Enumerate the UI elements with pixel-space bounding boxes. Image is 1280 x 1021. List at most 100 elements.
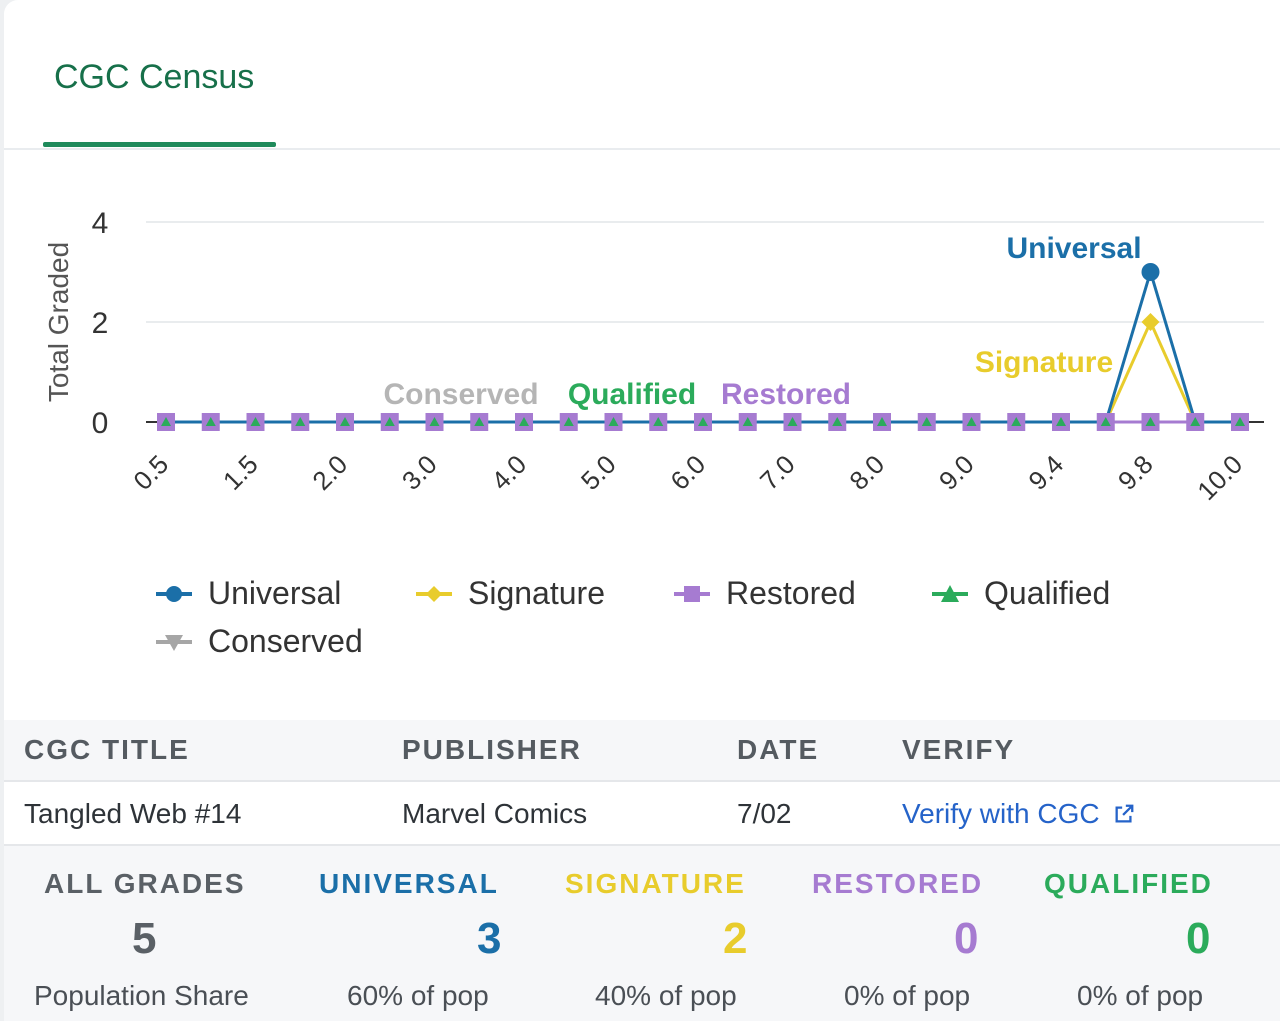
stat-sub-restored: 0% of pop (844, 980, 971, 1011)
signature-marker-icon (416, 585, 452, 602)
point-qualified (1100, 417, 1111, 426)
point-qualified (653, 417, 664, 426)
annotation-universal: Universal (1006, 232, 1141, 265)
verify-link-label: Verify with CGC (902, 798, 1100, 829)
x-tick-label: 4.0 (485, 449, 532, 496)
table-header: CGC TITLE PUBLISHER DATE VERIFY (4, 720, 1280, 782)
point-qualified (1011, 417, 1022, 426)
header-cgc-title: CGC TITLE (24, 734, 190, 765)
legend-item-universal[interactable]: Universal (154, 575, 341, 612)
legend-item-restored[interactable]: Restored (672, 575, 856, 612)
stat-value-all-grades: 5 (132, 914, 157, 963)
legend-item-qualified[interactable]: Qualified (930, 575, 1110, 612)
annotation-signature: Signature (975, 346, 1113, 379)
x-tick-label: 8.0 (843, 449, 890, 496)
point-qualified (1056, 417, 1066, 426)
point-qualified (698, 417, 708, 426)
stat-label-restored: RESTORED (812, 868, 984, 899)
header-date: DATE (737, 734, 820, 765)
y-tick-label: 2 (92, 307, 109, 340)
legend-label-qualified: Qualified (984, 575, 1111, 611)
point-qualified (205, 417, 216, 426)
qualified-marker-icon (932, 584, 968, 602)
x-tick-label: 5.0 (575, 449, 622, 496)
legend-label-restored: Restored (726, 575, 856, 611)
point-qualified (1145, 417, 1156, 426)
restored-marker-icon (674, 585, 710, 602)
point-signature (1141, 313, 1160, 331)
stat-sub-all-grades: Population Share (34, 980, 249, 1011)
point-qualified (877, 417, 887, 426)
annotation-conserved: Conserved (383, 378, 538, 411)
legend-label-signature: Signature (468, 575, 605, 611)
legend-label-universal: Universal (208, 575, 342, 611)
census-table: CGC TITLE PUBLISHER DATE VERIFY Tangled … (4, 720, 1280, 846)
point-qualified (742, 417, 753, 426)
stat-label-qualified: QUALIFIED (1044, 868, 1213, 899)
stat-sub-qualified: 0% of pop (1077, 980, 1204, 1011)
stat-sub-universal: 60% of pop (347, 980, 489, 1011)
legend-item-conserved[interactable]: Conserved (154, 623, 363, 660)
universal-marker-dot (166, 585, 182, 602)
conserved-marker-icon (156, 634, 192, 651)
stat-value-qualified: 0 (1186, 914, 1211, 963)
x-tick-label: 2.0 (306, 449, 353, 496)
point-qualified (1190, 417, 1201, 426)
legend-item-signature[interactable]: Signature (414, 575, 605, 612)
y-tick-label: 0 (92, 407, 109, 440)
point-qualified (519, 417, 529, 426)
stat-label-universal: UNIVERSAL (319, 868, 499, 899)
x-tick-label: 1.5 (217, 449, 264, 496)
header-verify: VERIFY (902, 734, 1016, 765)
signature-marker-diamond (426, 585, 442, 602)
annotation-qualified: Qualified (568, 378, 696, 411)
point-qualified (384, 417, 395, 426)
point-qualified (921, 417, 932, 426)
qualified-marker-triangle (941, 584, 959, 602)
cell-title: Tangled Web #14 (24, 798, 242, 829)
x-tick-label: 9.0 (933, 449, 980, 496)
point-qualified (563, 417, 574, 426)
x-tick-label: 7.0 (754, 449, 801, 496)
point-qualified (787, 417, 798, 426)
y-axis-label: Total Graded (43, 242, 74, 402)
point-qualified (340, 417, 350, 426)
point-qualified (966, 417, 977, 426)
point-qualified (474, 417, 485, 426)
x-tick-label: 9.4 (1022, 449, 1069, 496)
stat-value-universal: 3 (477, 914, 502, 963)
external-link-icon (1115, 804, 1134, 823)
y-tick-label: 4 (92, 207, 109, 240)
annotation-restored: Restored (721, 378, 851, 411)
point-qualified (1235, 417, 1245, 426)
stat-sub-signature: 40% of pop (595, 980, 737, 1011)
x-tick-label: 6.0 (664, 449, 711, 496)
stat-value-restored: 0 (954, 914, 979, 963)
grade-stats: ALL GRADES 5 Population Share UNIVERSAL … (4, 846, 1280, 1021)
restored-marker-square (684, 585, 700, 602)
legend-label-conserved: Conserved (208, 623, 363, 659)
tab-cgc-census[interactable]: CGC Census (54, 58, 255, 96)
cell-date: 7/02 (737, 798, 792, 829)
stat-label-signature: SIGNATURE (565, 868, 746, 899)
point-qualified (429, 417, 440, 426)
point-universal (1141, 263, 1160, 281)
x-tick-label: 9.8 (1112, 449, 1159, 496)
point-qualified (250, 417, 261, 426)
conserved-marker-triangle (165, 634, 183, 651)
point-qualified (832, 417, 843, 426)
header-publisher: PUBLISHER (402, 734, 582, 765)
stat-value-signature: 2 (723, 914, 748, 963)
universal-marker-icon (156, 585, 192, 602)
x-tick-label: 0.5 (127, 449, 174, 496)
point-qualified (161, 417, 171, 426)
x-tick-label: 10.0 (1191, 449, 1248, 506)
table-row: Tangled Web #14 Marvel Comics 7/02 Verif… (4, 782, 1280, 846)
cell-publisher: Marvel Comics (402, 798, 588, 829)
point-qualified (608, 417, 619, 426)
census-chart: 0 2 4 Total Graded 0.5 1.5 2.0 3.0 4.0 5.0 6.0 7.0 8… (43, 207, 1264, 506)
census-card: CGC Census 0 2 4 Total Graded 0.5 1.5 2.0 3.0 4.… (4, 0, 1280, 1021)
tab-bar: CGC Census (4, 0, 1280, 150)
verify-with-cgc-link[interactable]: Verify with CGC (902, 798, 1135, 830)
active-tab-indicator (43, 142, 276, 147)
